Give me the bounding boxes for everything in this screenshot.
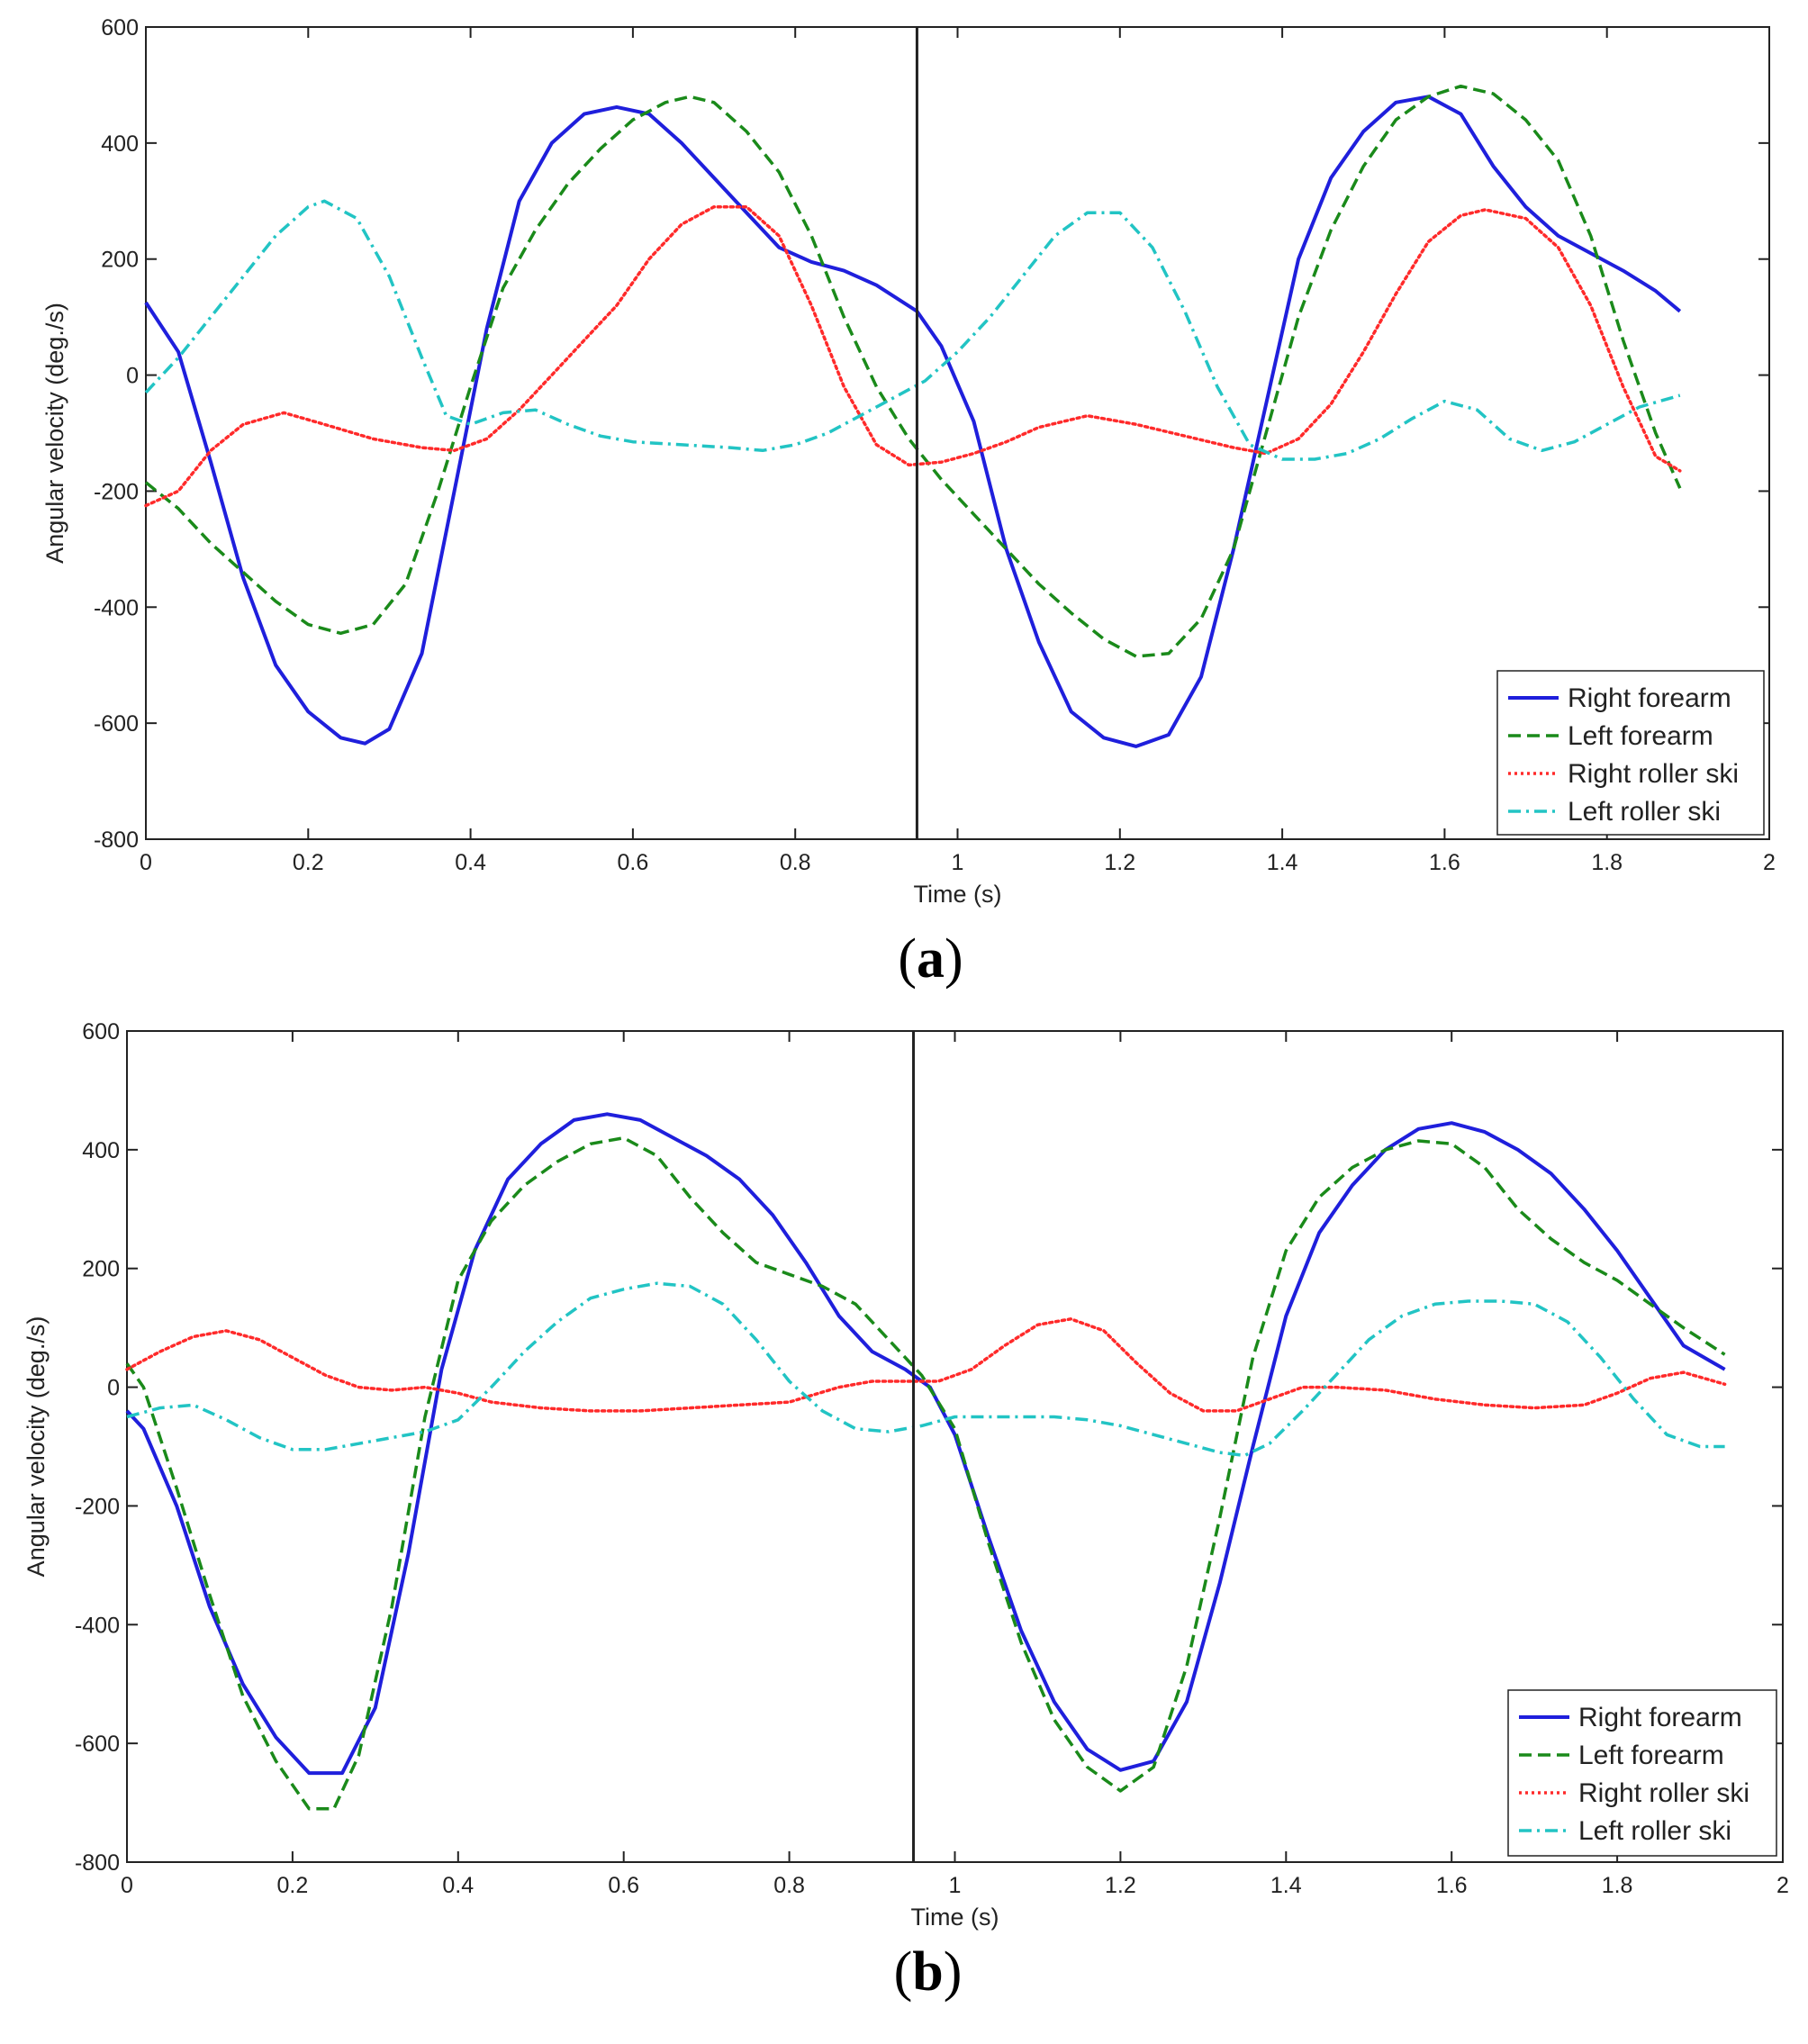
series-line-left-forearm	[144, 84, 1682, 658]
y-tick-label: -600	[94, 711, 139, 737]
legend-entry: Left forearm	[1578, 1741, 1724, 1770]
plot-frame	[126, 1030, 1784, 1863]
legend-entry: Left roller ski	[1578, 1816, 1731, 1846]
x-tick-label: 1.6	[1429, 850, 1460, 875]
y-tick-label: 600	[82, 1019, 120, 1045]
x-tick-label: 2	[1763, 850, 1776, 875]
x-tick-label: 2	[1776, 1873, 1789, 1898]
y-tick-label: -200	[75, 1494, 120, 1519]
x-tick-label: 1	[949, 1873, 962, 1898]
x-tick-label: 0	[140, 850, 152, 875]
x-tick-label: 0.4	[455, 850, 486, 875]
y-tick-label: -800	[75, 1850, 120, 1876]
legend-entry: Right roller ski	[1568, 759, 1739, 789]
panel-letter: b	[912, 1941, 943, 2003]
legend-entry: Left roller ski	[1568, 797, 1721, 827]
panel-b-chart: 0 0.2 0.4 0.6 0.8 1 1.2 1.4 1.6 1.8 2 600 400 200 0 -20…	[23, 1019, 1789, 2003]
y-tick-label: 0	[126, 364, 139, 389]
x-tick-label: 0.6	[608, 1873, 639, 1898]
series-line-left-forearm	[125, 1135, 1726, 1811]
legend-entry: Right forearm	[1568, 683, 1731, 713]
x-tick-label: 1.8	[1591, 850, 1623, 875]
x-tick-label: 1	[952, 850, 964, 875]
x-tick-label: 0.2	[277, 1873, 309, 1898]
y-tick-label: 600	[101, 15, 139, 41]
panel-label: (b)	[894, 1941, 963, 2003]
x-tick-label: 1.2	[1104, 850, 1135, 875]
x-tick-label: 0.6	[618, 850, 649, 875]
series-line-right-forearm	[125, 1112, 1726, 1776]
panel-a-chart: 0 0.2 0.4 0.6 0.8 1 1.2 1.4 1.6 1.8 2 600 400 200 0 -20…	[41, 15, 1776, 990]
panel-letter: a	[917, 928, 945, 990]
y-tick-label: 200	[82, 1257, 120, 1282]
y-tick-label: 400	[82, 1138, 120, 1163]
y-axis-label: Angular velocity (deg./s)	[23, 1316, 50, 1578]
y-tick-label: -600	[75, 1732, 120, 1757]
x-tick-label: 0.8	[780, 850, 811, 875]
series-line-right-roller-ski	[144, 204, 1682, 508]
x-axis-label: Time (s)	[911, 1904, 999, 1931]
x-tick-label: 1.4	[1270, 1873, 1302, 1898]
y-tick-label: -400	[75, 1613, 120, 1638]
series-line-right-roller-ski	[125, 1317, 1727, 1413]
y-tick-label: 0	[107, 1376, 120, 1401]
y-tick-label: 400	[101, 131, 139, 157]
x-tick-label: 1.4	[1267, 850, 1298, 875]
x-tick-label: 1.2	[1105, 1873, 1136, 1898]
x-axis-label: Time (s)	[914, 881, 1002, 908]
series-line-left-roller-ski	[144, 199, 1681, 461]
y-tick-label: 200	[101, 248, 139, 273]
x-tick-label: 0.8	[773, 1873, 805, 1898]
series-line-left-roller-ski	[126, 1281, 1725, 1458]
x-tick-label: 0.4	[442, 1873, 474, 1898]
legend-entry: Left forearm	[1568, 721, 1713, 751]
y-tick-label: -800	[94, 828, 139, 853]
legend-entry: Right forearm	[1578, 1703, 1742, 1732]
x-tick-label: 0.2	[293, 850, 324, 875]
y-axis-label: Angular velocity (deg./s)	[41, 303, 68, 564]
x-tick-label: 1.6	[1436, 1873, 1468, 1898]
x-tick-label: 0	[121, 1873, 133, 1898]
y-tick-label: -400	[94, 595, 139, 620]
y-tick-label: -200	[94, 479, 139, 504]
legend-entry: Right roller ski	[1578, 1778, 1749, 1808]
x-tick-label: 1.8	[1602, 1873, 1633, 1898]
panel-label: (a)	[898, 928, 963, 990]
